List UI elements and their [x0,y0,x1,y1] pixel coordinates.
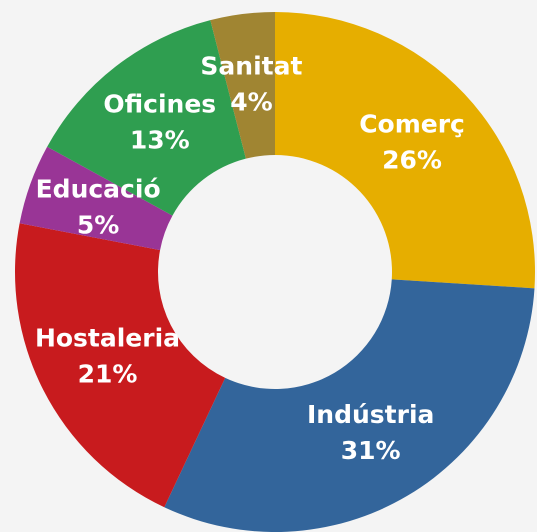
value-label: 5% [77,210,119,239]
value-label: 31% [341,436,401,465]
slice-label: Indústria [307,400,434,429]
value-label: 4% [230,87,272,116]
slice-label: Hostaleria [35,323,180,352]
slice [164,279,535,532]
slice [19,146,173,251]
value-label: 26% [382,145,442,174]
slice [275,12,535,289]
slice-label: Oficines [103,89,216,118]
slice [15,223,226,508]
slice [47,20,246,216]
slice-label: Comerç [359,109,465,138]
slice [210,12,275,159]
value-label: 13% [130,125,190,154]
value-label: 21% [78,359,138,388]
slice-label: Sanitat [200,51,302,80]
slice-label: Educació [36,174,161,203]
